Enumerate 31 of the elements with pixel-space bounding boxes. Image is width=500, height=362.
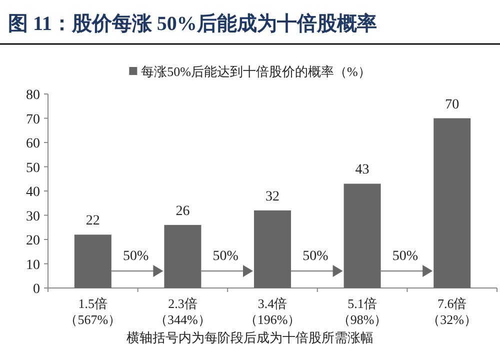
y-tick-label: 50 bbox=[26, 160, 40, 176]
x-tick-label: 7.6倍（32%） bbox=[427, 296, 478, 327]
bar bbox=[434, 118, 471, 288]
annotation: 50% bbox=[212, 249, 239, 264]
data-label: 43 bbox=[355, 162, 370, 178]
bar bbox=[74, 234, 112, 288]
x-tick-label: 5.1倍（98%） bbox=[337, 296, 388, 327]
data-label: 26 bbox=[176, 204, 190, 219]
y-tick-label: 80 bbox=[26, 88, 40, 103]
data-label: 70 bbox=[445, 97, 460, 112]
bar bbox=[344, 184, 381, 288]
legend-label: 每涨50%后能达到十倍股价的概率（%） bbox=[141, 64, 371, 79]
x-tick-label: 3.4倍（196%） bbox=[244, 296, 301, 327]
bar bbox=[254, 210, 291, 288]
data-label: 22 bbox=[86, 214, 100, 229]
y-tick-label: 10 bbox=[26, 258, 40, 273]
y-tick-label: 20 bbox=[26, 234, 40, 248]
y-tick-label: 30 bbox=[26, 209, 40, 224]
y-tick-label: 60 bbox=[26, 136, 40, 152]
annotation: 50% bbox=[392, 249, 418, 264]
text: 横轴括号内为每阶段后成为十倍股所需涨幅 bbox=[126, 330, 374, 345]
y-tick-label: 70 bbox=[26, 112, 40, 128]
bar bbox=[164, 224, 202, 288]
data-label: 32 bbox=[266, 189, 280, 204]
x-tick-label: 1.5倍（567%） bbox=[64, 296, 122, 327]
annotation: 50% bbox=[302, 249, 329, 264]
x-tick-label: 2.3倍（344%） bbox=[154, 296, 211, 327]
chart-title: 图 11：股价每涨 50%后能成为十倍股概率 bbox=[8, 12, 377, 35]
y-tick-label: 0 bbox=[33, 282, 40, 297]
annotation: 50% bbox=[122, 249, 149, 264]
y-tick-label: 40 bbox=[26, 185, 40, 200]
